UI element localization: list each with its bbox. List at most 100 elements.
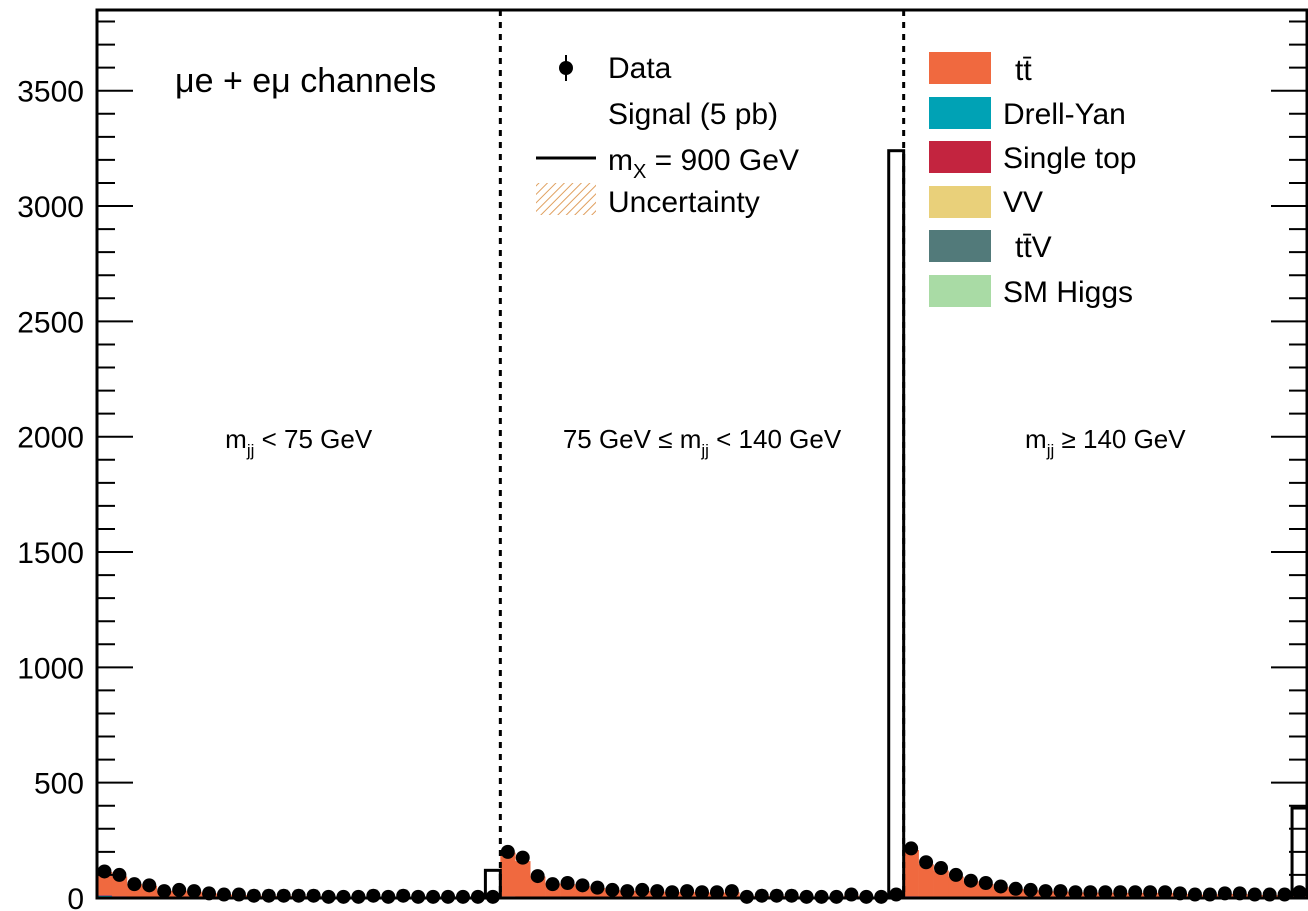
data-point [650,884,665,899]
data-point [1083,885,1098,900]
data-point [1143,885,1158,900]
data-point [904,841,919,856]
y-tick-label: 2500 [17,306,84,339]
data-point [948,867,963,882]
region-dividers [498,10,906,898]
data-point [754,888,769,903]
data-point [172,882,187,897]
data-point [963,873,978,888]
data-point [291,888,306,903]
ttbar-bar [903,850,919,897]
ttbar-bar [97,871,113,896]
y-tick-label: 2000 [17,422,84,455]
data-point [396,888,411,903]
legend-singletop-label: Single top [1003,142,1136,175]
data-point [500,844,515,859]
data-points-layer [97,841,1307,904]
legend-ttbar-label: tt̄ [1015,54,1032,87]
data-point [635,882,650,897]
legend-signal-mass-sub: X [633,161,646,183]
data-point [680,884,695,899]
legend-drellyan-swatch [929,97,991,129]
data-point [1128,885,1143,900]
signal-histogram-layer [483,149,1308,900]
data-point [575,878,590,893]
data-point [157,884,172,899]
legend: Data Signal (5 pb) mX = 900 GeV Uncertai… [536,52,1136,309]
legend-vv-swatch [929,186,991,218]
region-label: 75 GeV ≤ mjj < 140 GeV [563,424,842,460]
axis-ticks [97,20,1307,899]
data-point [1292,885,1307,900]
data-point [1098,885,1113,900]
data-point [366,888,381,903]
legend-signal-label: Signal (5 pb) [608,98,778,131]
data-point [515,850,530,865]
channel-label: μe + eμ channels [175,62,436,100]
data-point [665,885,680,900]
region-labels: mjj < 75 GeV 75 GeV ≤ mjj < 140 GeV mjj ≥ … [225,424,1186,460]
y-tick-label: 3000 [17,191,84,224]
region-label: mjj < 75 GeV [225,424,373,460]
data-point [1158,885,1173,900]
signal-bar [1290,806,1308,900]
data-point [112,867,127,882]
data-point [1053,884,1068,899]
ttbar-bar [515,861,531,897]
signal-bar [887,149,906,900]
data-point [784,888,799,903]
data-point [590,880,605,895]
data-point [620,884,635,899]
data-point [724,884,739,899]
y-tick-label: 500 [34,768,84,801]
data-point [187,884,202,899]
singletop-bar [97,895,113,896]
data-point [695,885,709,900]
data-point [934,861,949,876]
data-point [919,855,934,870]
legend-signal-mass-value: = 900 GeV [646,144,799,177]
y-tick-label: 3500 [17,76,84,109]
ttbar-bar [948,876,964,898]
data-point [306,888,321,903]
data-point [530,869,545,884]
data-point [1113,885,1128,900]
data-point [709,885,724,900]
data-point [545,877,560,892]
ttbar-bar [500,852,516,897]
ttbar-bar [933,870,949,898]
y-tick-label: 0 [67,883,84,911]
legend-smhiggs-swatch [929,275,991,307]
legend-vv-label: VV [1003,186,1043,219]
ttbar-bar [111,876,128,897]
legend-singletop-swatch [929,141,991,173]
legend-smhiggs-label: SM Higgs [1003,276,1133,309]
data-point [246,888,261,903]
region-label: mjj ≥ 140 GeV [1025,424,1186,460]
legend-data-label: Data [608,52,672,85]
data-point [1008,881,1023,896]
legend-uncertainty-label: Uncertainty [608,186,760,219]
data-point [142,878,157,893]
legend-ttbar-swatch [929,52,991,84]
legend-ttv-label: tt̄V [1015,231,1052,264]
legend-ttv-swatch [929,230,991,262]
data-point [261,888,276,903]
legend-drellyan-label: Drell-Yan [1003,98,1126,131]
legend-signal-mass-m: m [608,144,633,177]
data-point [560,876,575,891]
data-point [127,877,142,892]
data-point [993,879,1008,894]
legend-uncertainty-swatch [536,183,596,215]
data-point [605,882,620,897]
y-tick-label: 1000 [17,652,84,685]
data-point [1023,882,1038,897]
y-tick-labels: 0 500 1000 1500 2000 2500 3000 3500 [17,76,84,911]
data-point [1038,884,1053,899]
data-point [276,888,291,903]
data-point [97,864,112,879]
singletop-bar [111,896,128,897]
data-point [978,876,993,891]
plot-frame [95,8,1308,900]
